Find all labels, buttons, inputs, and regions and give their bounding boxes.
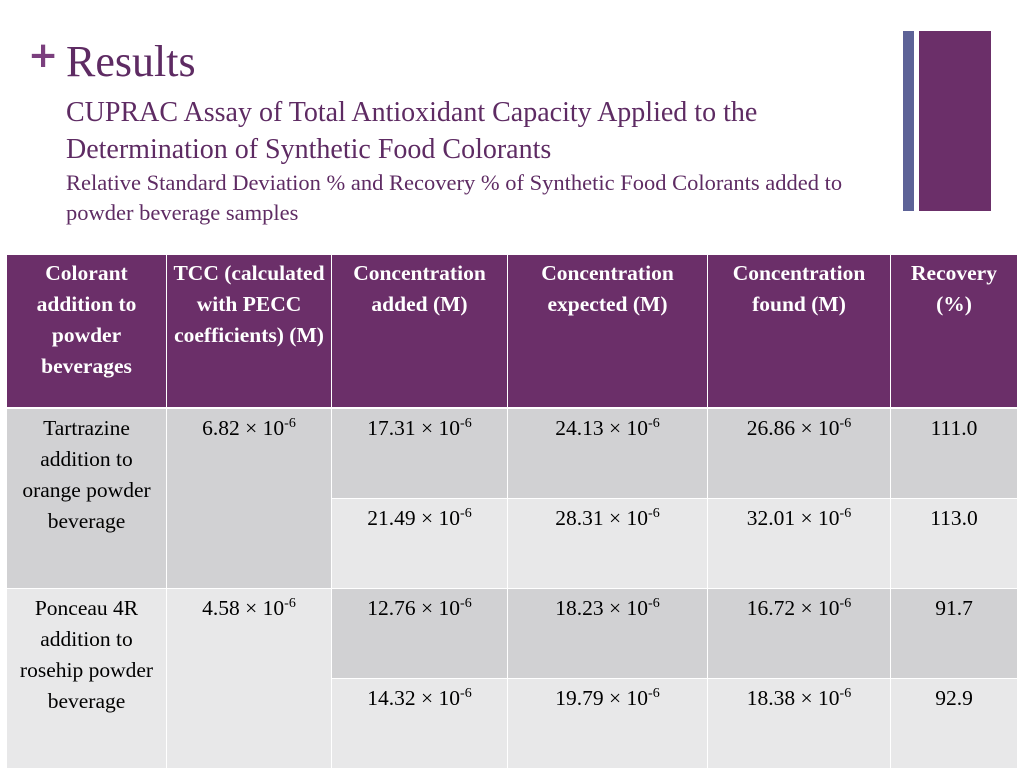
recovery-cell: 111.0 — [890, 407, 1018, 499]
header-concentration-expected: Concentration expected (M) — [507, 254, 708, 409]
expected-cell: 19.79 × 10-6 — [507, 678, 708, 769]
plus-icon: + — [28, 35, 59, 76]
table-header-row: Colorant addition to powder beverages TC… — [6, 254, 1018, 409]
expected-cell: 18.23 × 10-6 — [507, 588, 708, 679]
expected-cell: 28.31 × 10-6 — [507, 498, 708, 589]
header-concentration-added: Concentration added (M) — [331, 254, 508, 409]
expected-cell: 24.13 × 10-6 — [507, 407, 708, 499]
found-cell: 32.01 × 10-6 — [707, 498, 891, 589]
found-cell: 26.86 × 10-6 — [707, 407, 891, 499]
header-recovery: Recovery (%) — [890, 254, 1018, 409]
recovery-cell: 91.7 — [890, 588, 1018, 679]
recovery-table: Colorant addition to powder beverages TC… — [6, 254, 1018, 769]
header-colorant: Colorant addition to powder beverages — [6, 254, 167, 409]
table-row: Tartrazine addition to orange powder bev… — [6, 407, 1018, 589]
colorant-cell: Ponceau 4R addition to rosehip powder be… — [6, 588, 167, 769]
added-cell: 14.32 × 10-6 — [331, 678, 508, 769]
header-tcc: TCC (calculated with PECC coefficients) … — [166, 254, 332, 409]
table-row: 21.49 × 10-6 28.31 × 10-6 32.01 × 10-6 1… — [7, 498, 1018, 589]
slide-caption: Relative Standard Deviation % and Recove… — [66, 170, 843, 225]
header-concentration-found: Concentration found (M) — [707, 254, 891, 409]
added-cell: 21.49 × 10-6 — [331, 498, 508, 589]
recovery-cell: 113.0 — [890, 498, 1018, 589]
colorant-cell: Tartrazine addition to orange powder bev… — [6, 407, 167, 589]
added-cell: 17.31 × 10-6 — [331, 407, 508, 499]
tcc-cell: 6.82 × 10-6 — [166, 407, 332, 589]
found-cell: 16.72 × 10-6 — [707, 588, 891, 679]
table-row: Ponceau 4R addition to rosehip powder be… — [6, 588, 1018, 769]
slide-subtitle: CUPRAC Assay of Total Antioxidant Capaci… — [66, 97, 758, 165]
found-cell: 18.38 × 10-6 — [707, 678, 891, 769]
tcc-cell: 4.58 × 10-6 — [166, 588, 332, 769]
recovery-cell: 92.9 — [890, 678, 1018, 769]
table-row: 14.32 × 10-6 19.79 × 10-6 18.38 × 10-6 9… — [7, 678, 1018, 769]
accent-bar-thick — [919, 31, 991, 211]
slide-title: Results — [66, 37, 196, 86]
added-cell: 12.76 × 10-6 — [331, 588, 508, 679]
accent-bar-thin — [903, 31, 914, 211]
